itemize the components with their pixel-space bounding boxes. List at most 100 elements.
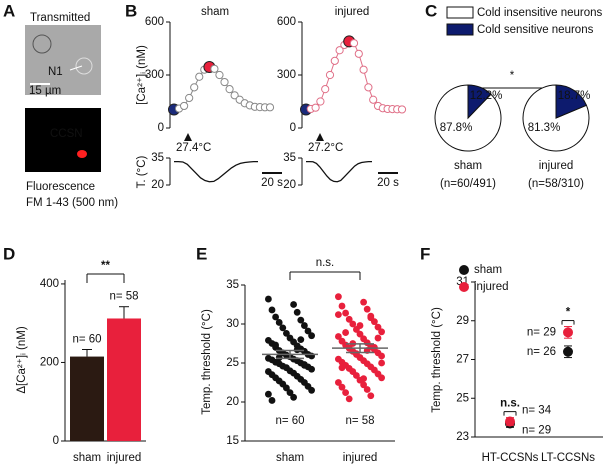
data-point <box>505 416 515 427</box>
data-point <box>275 354 283 361</box>
value-label: 12.2% <box>470 90 503 102</box>
temperature-trace <box>306 160 372 183</box>
data-point <box>378 374 385 382</box>
data-point <box>210 64 219 73</box>
data-point <box>279 324 287 332</box>
data-point <box>342 309 349 317</box>
data-point <box>563 327 573 338</box>
axis-label: Temp. threshold (°C) <box>201 309 213 415</box>
y-tick-label: 400 <box>40 278 59 290</box>
data-point <box>354 49 363 58</box>
data-point <box>335 293 342 301</box>
y-tick-label: 15 <box>226 435 239 447</box>
data-point <box>563 346 573 357</box>
data-point <box>330 56 339 65</box>
data-point <box>349 39 359 48</box>
value-label: 87.8% <box>440 122 473 134</box>
data-point <box>290 301 297 308</box>
x-tick-label: sham <box>73 452 101 464</box>
data-point <box>265 390 272 398</box>
data-point <box>308 386 315 394</box>
panel-letter: A <box>3 1 15 20</box>
data-point <box>272 341 279 349</box>
data-point <box>215 70 224 80</box>
data-point <box>359 65 368 74</box>
data-point <box>378 328 385 336</box>
data-point <box>321 85 330 94</box>
n-label: n= 34 <box>522 405 552 417</box>
label: CCSN <box>50 128 83 140</box>
data-point <box>311 103 320 112</box>
data-point <box>371 344 378 351</box>
data-point <box>308 332 315 340</box>
significance: n.s. <box>316 257 335 269</box>
data-point <box>272 313 279 321</box>
n-label: n= 26 <box>527 346 556 358</box>
data-point <box>297 316 305 324</box>
data-point <box>301 361 308 369</box>
y-tick-label: 600 <box>145 16 164 28</box>
data-point <box>293 308 301 316</box>
data-point <box>325 70 335 80</box>
data-point <box>360 375 367 382</box>
data-point <box>180 101 189 111</box>
x-tick-label: HT-CCSNs <box>482 452 539 464</box>
y-tick-label: 35 <box>283 152 296 164</box>
bar <box>107 318 141 441</box>
data-point <box>335 333 342 340</box>
title: injured <box>335 6 370 18</box>
panel-letter: E <box>196 244 207 263</box>
annotation: 27.2°C <box>308 142 343 154</box>
axis-label: Δ[Ca²⁺]ᵢ (nM) <box>16 326 28 393</box>
label: 20 s <box>261 177 283 189</box>
data-point <box>185 93 194 103</box>
data-point <box>363 386 371 393</box>
x-tick-label: sham <box>276 452 304 464</box>
data-point <box>360 381 367 389</box>
n-label: n= 60 <box>72 334 101 346</box>
title: sham <box>201 6 229 18</box>
y-tick-label: 27 <box>456 354 469 366</box>
data-point <box>345 395 353 403</box>
panel-letter: D <box>3 244 15 263</box>
y-tick-label: 0 <box>53 435 59 447</box>
legend-label: sham <box>474 264 502 276</box>
label: N1 <box>48 66 63 78</box>
data-point <box>290 393 297 401</box>
data-point <box>225 85 234 94</box>
x-tick-label: injured <box>107 452 142 464</box>
arrow <box>69 65 83 71</box>
data-point <box>364 83 373 92</box>
data-point <box>286 389 294 397</box>
data-point <box>293 346 301 354</box>
panel-a <box>25 25 101 172</box>
data-point <box>220 77 229 87</box>
y-tick-label: 0 <box>290 122 296 134</box>
y-tick-label: 600 <box>277 16 296 28</box>
label: 15 µm <box>29 85 61 97</box>
legend-label: Cold sensitive neurons <box>477 24 594 36</box>
data-point <box>345 315 353 323</box>
data-point <box>283 329 290 337</box>
data-point <box>338 383 346 391</box>
significance: * <box>566 307 571 319</box>
n-label: n= 58 <box>345 415 374 427</box>
data-point <box>363 305 371 313</box>
legend-marker <box>459 265 469 275</box>
y-tick-label: 29 <box>456 315 469 327</box>
panel-letter: F <box>420 244 430 263</box>
axis-label: [Ca²⁺]ᵢ (nM) <box>136 45 148 105</box>
data-point <box>342 329 349 336</box>
legend-swatch <box>446 6 474 19</box>
y-tick-label: 200 <box>40 356 59 368</box>
y-tick-label: 35 <box>226 279 239 291</box>
data-point <box>338 364 346 372</box>
cell-outline <box>32 34 52 54</box>
label: 20 s <box>377 177 399 189</box>
data-point <box>367 392 375 400</box>
data-point <box>374 323 382 331</box>
data-point <box>369 95 378 104</box>
data-point <box>308 365 315 373</box>
data-point <box>353 372 360 379</box>
y-tick-label: 20 <box>226 396 239 408</box>
